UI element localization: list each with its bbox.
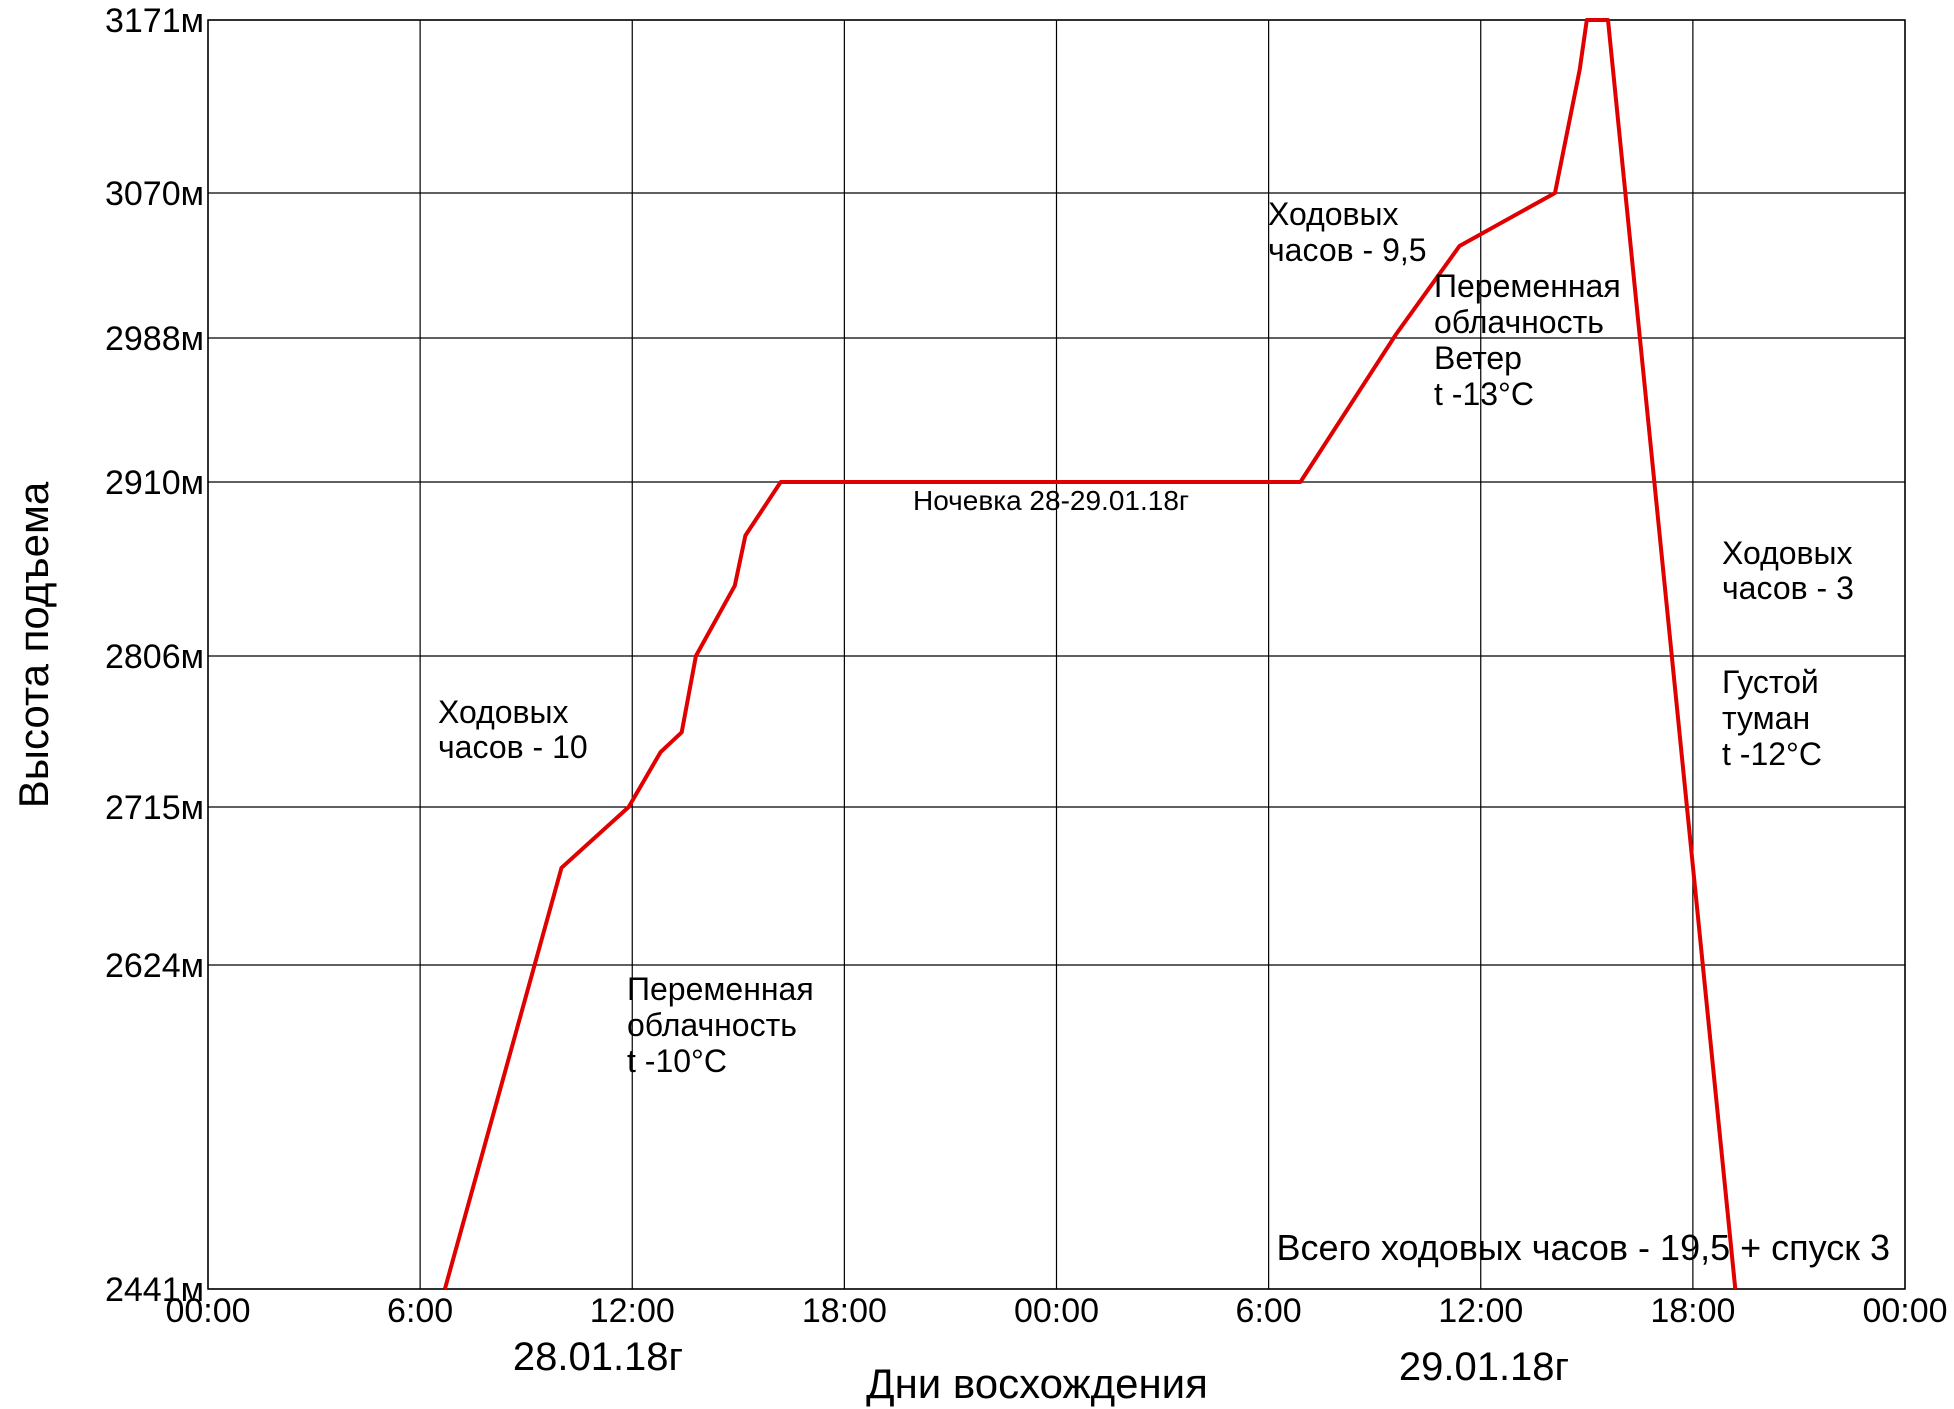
- annotation-day1-hours: Ходовых часов - 10: [438, 694, 588, 765]
- x-tick-label: 00:00: [1862, 1292, 1947, 1330]
- annotation-descent-hours: Ходовых часов - 3: [1722, 535, 1861, 606]
- y-axis-ticks: 2441м 2624м 2715м 2806м 2910м 2988м 3070м 3171м: [105, 2, 204, 1309]
- annotation-line: облачность: [1434, 304, 1604, 340]
- annotation-line: Ходовых: [1722, 535, 1853, 571]
- y-tick-label: 2624м: [105, 947, 204, 985]
- y-tick-label: 2715м: [105, 789, 204, 827]
- x-axis-ticks: 00:00 6:00 12:00 18:00 00:00 6:00 12:00 18:00 00…: [165, 1292, 1947, 1330]
- annotation-line: t -13°C: [1434, 376, 1534, 412]
- annotation-day1-weather: Переменная облачность t -10°C: [627, 971, 823, 1079]
- annotation-total-hours: Всего ходовых часов - 19,5 + спуск 3: [1276, 1227, 1890, 1268]
- annotation-line: Ходовых: [1268, 196, 1399, 232]
- series-altitude-line: [442, 18, 1738, 1290]
- annotation-overnight: Ночевка 28-29.01.18г: [913, 485, 1189, 516]
- x-tick-label: 18:00: [802, 1292, 887, 1330]
- annotation-line: Ходовых: [438, 694, 569, 730]
- annotation-line: часов - 10: [438, 729, 588, 765]
- annotation-line: Ветер: [1434, 340, 1522, 376]
- x-axis-label: Дни восхождения: [866, 1360, 1208, 1407]
- date-label-day2: 29.01.18г: [1399, 1345, 1569, 1389]
- x-tick-label: 6:00: [387, 1292, 453, 1330]
- y-tick-label: 2988м: [105, 320, 204, 358]
- annotation-line: Густой: [1722, 664, 1819, 700]
- annotation-line: Переменная: [627, 971, 814, 1007]
- y-tick-label: 2806м: [105, 638, 204, 676]
- annotation-day2-hours: Ходовых часов - 9,5: [1268, 196, 1427, 268]
- annotation-descent-weather: Густой туман t -12°C: [1722, 664, 1828, 772]
- annotation-line: облачность: [627, 1007, 797, 1043]
- x-tick-label: 00:00: [165, 1292, 250, 1330]
- y-tick-label: 3070м: [105, 175, 204, 213]
- x-tick-label: 12:00: [590, 1292, 675, 1330]
- y-tick-label: 2910м: [105, 464, 204, 502]
- x-tick-label: 12:00: [1438, 1292, 1523, 1330]
- annotation-line: Переменная: [1434, 268, 1621, 304]
- annotation-day2-weather: Переменная облачность Ветер t -13°C: [1434, 268, 1630, 412]
- annotation-line: t -10°C: [627, 1043, 727, 1079]
- y-axis-label: Высота подъема: [10, 481, 57, 808]
- x-tick-label: 00:00: [1014, 1292, 1099, 1330]
- x-tick-label: 18:00: [1650, 1292, 1735, 1330]
- plot-frame: [207, 19, 1906, 1290]
- y-tick-label: 3171м: [105, 2, 204, 40]
- annotation-line: t -12°C: [1722, 736, 1822, 772]
- date-label-day1: 28.01.18г: [513, 1335, 683, 1379]
- y-tick-label: 2441м: [105, 1271, 204, 1309]
- x-tick-label: 6:00: [1236, 1292, 1302, 1330]
- annotation-line: туман: [1722, 700, 1810, 736]
- annotation-line: часов - 9,5: [1268, 232, 1427, 268]
- annotation-line: часов - 3: [1722, 570, 1854, 606]
